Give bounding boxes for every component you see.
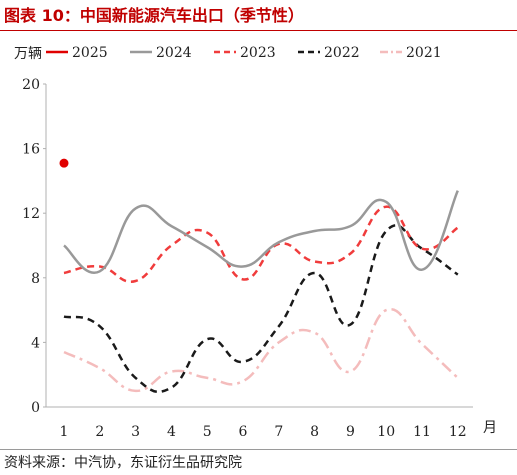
y-tick-label: 12 xyxy=(22,206,40,222)
x-tick-label: 9 xyxy=(346,424,355,440)
y-tick-label: 20 xyxy=(22,77,40,93)
x-tick-label: 4 xyxy=(167,424,176,440)
title-divider xyxy=(0,30,517,31)
series-2021-line xyxy=(63,307,459,393)
y-tick-label: 0 xyxy=(31,400,40,416)
x-tick-label: 10 xyxy=(377,424,395,440)
y-axis-unit-label: 万辆 xyxy=(14,46,42,62)
source-note: 资料来源：中汽协，东证衍生品研究院 xyxy=(4,455,242,471)
legend-label-2022: 2022 xyxy=(324,45,360,61)
series-2024-line xyxy=(63,190,459,274)
legend-label-2025: 2025 xyxy=(72,45,108,61)
x-tick-label: 7 xyxy=(274,424,283,440)
series-2025-point xyxy=(59,158,69,168)
x-tick-label: 5 xyxy=(203,424,212,440)
x-tick-label: 2 xyxy=(95,424,104,440)
x-tick-label: 11 xyxy=(413,424,431,440)
x-tick-label: 6 xyxy=(239,424,248,440)
y-tick-label: 4 xyxy=(31,335,40,351)
figure-title: 图表 10：中国新能源汽车出口（季节性） xyxy=(4,6,304,25)
x-tick-label: 1 xyxy=(60,424,69,440)
series-2022-line xyxy=(63,224,459,394)
x-axis-unit-label: 月 xyxy=(483,420,497,436)
y-tick-label: 16 xyxy=(22,142,40,158)
y-tick-label: 8 xyxy=(31,271,40,287)
x-tick-label: 8 xyxy=(310,424,319,440)
source-divider xyxy=(0,449,517,450)
legend-label-2021: 2021 xyxy=(406,45,442,61)
series-2023-line xyxy=(63,205,459,284)
chart-series xyxy=(59,158,459,394)
chart-legend: 2025 2024 2023 2022 2021 xyxy=(46,45,442,61)
x-tick-label: 12 xyxy=(449,424,467,440)
legend-label-2024: 2024 xyxy=(156,45,192,61)
legend-label-2023: 2023 xyxy=(240,45,276,61)
x-tick-label: 3 xyxy=(131,424,140,440)
